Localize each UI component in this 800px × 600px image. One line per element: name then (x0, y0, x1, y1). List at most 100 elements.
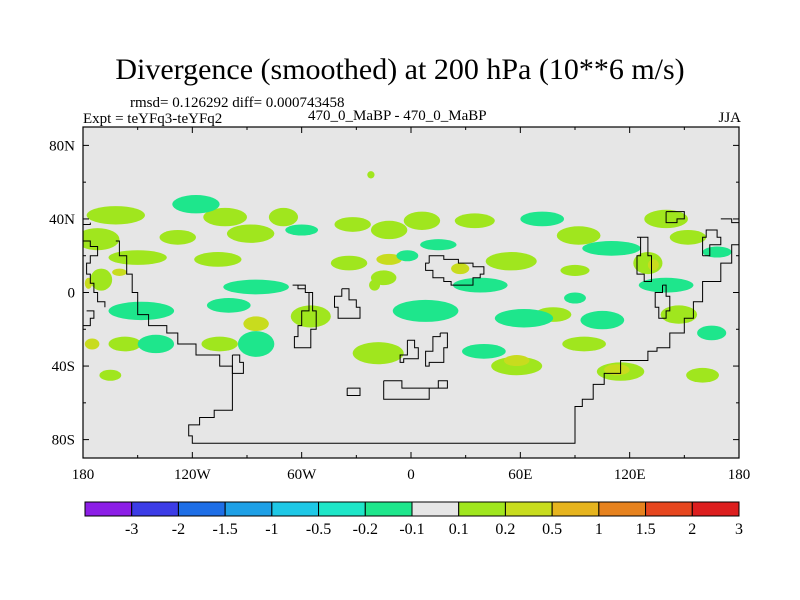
contour-blob-36 (451, 263, 470, 275)
contour-blob-53 (392, 299, 459, 322)
colorbar-label-6: -0.1 (399, 521, 424, 538)
x-tick-label-2: 60W (287, 467, 317, 483)
contour-blob-35 (376, 253, 402, 265)
contour-blob-62 (564, 292, 586, 304)
contour-blob-8 (403, 211, 441, 230)
contour-blob-45 (420, 239, 457, 251)
contour-blob-59 (697, 325, 727, 341)
y-tick-label-2: 0 (68, 286, 76, 302)
contour-blob-10 (556, 226, 601, 245)
colorbar-box-10 (551, 501, 600, 517)
contour-blob-5 (268, 207, 299, 227)
season-label: JJA (718, 110, 741, 126)
colorbar-label-5: -0.2 (353, 521, 378, 538)
contour-blob-60 (396, 250, 419, 262)
coastline-10 (702, 229, 722, 257)
center-label: 470_0_MaBP - 470_0_MaBP (308, 108, 487, 124)
colorbar-box-0 (84, 501, 133, 517)
contour-blob-32 (369, 279, 381, 291)
colorbar-box-1 (131, 501, 179, 517)
coastline-1 (83, 240, 106, 308)
colorbar-label-8: 0.2 (495, 521, 515, 538)
x-tick-label-4: 60E (508, 467, 532, 483)
colorbar-label-7: 0.1 (449, 521, 469, 538)
contour-blob-41 (84, 338, 100, 350)
x-tick-label-6: 180 (728, 467, 751, 483)
contour-blob-7 (370, 220, 408, 240)
contour-blob-6 (334, 217, 371, 232)
colorbar-label-3: -1 (265, 521, 278, 538)
contour-blob-38 (604, 364, 630, 376)
contour-blob-47 (582, 241, 641, 256)
contour-blob-33 (367, 171, 375, 179)
map-background (83, 127, 739, 458)
contour-blob-31 (99, 369, 122, 381)
chart-title: Divergence (smoothed) at 200 hPa (10**6 … (115, 53, 685, 86)
coastline-5 (399, 339, 419, 363)
stats-text: rmsd= 0.126292 diff= 0.000743458 (130, 95, 345, 111)
colorbar-label-9: 0.5 (542, 521, 562, 538)
colorbar-label-1: -2 (172, 521, 185, 538)
contour-blob-9 (454, 213, 495, 229)
coastline-4 (425, 255, 485, 286)
colorbar-label-10: 1 (595, 521, 603, 538)
field-contours (83, 171, 732, 383)
coastline-9 (636, 236, 652, 282)
coastline-11 (654, 284, 671, 319)
coastline-13 (83, 222, 91, 225)
colorbar-box-2 (177, 501, 226, 517)
coastlines (83, 211, 739, 444)
colorbar-box-4 (271, 501, 320, 517)
contour-blob-17 (485, 252, 537, 271)
contour-blob-25 (201, 336, 238, 352)
contour-blob-34 (112, 268, 127, 276)
experiment-label: Expt = teYFq3-teYFq2 (83, 111, 223, 127)
contour-blob-1 (83, 228, 120, 251)
y-tick-label-4: 80S (52, 433, 75, 449)
contour-blob-57 (237, 331, 275, 357)
coastline-6 (425, 332, 448, 367)
axes: 180 120W 60W 0 60E 120E 180 80N 40N 0 40S 80S (49, 127, 750, 483)
colorbar-label-0: -3 (125, 521, 138, 538)
coastline-3 (334, 288, 361, 319)
x-tick-label-3: 0 (407, 467, 415, 483)
contour-blob-43 (172, 195, 220, 214)
colorbar-label-2: -1.5 (212, 521, 237, 538)
contour-blob-48 (223, 279, 289, 295)
colorbar-box-6 (364, 501, 413, 517)
contour-blob-20 (90, 268, 113, 291)
contour-blob-49 (452, 277, 508, 293)
contour-blob-4 (226, 224, 275, 243)
contour-blob-52 (206, 298, 251, 313)
contour-blob-24 (108, 336, 142, 352)
coastline-16 (231, 354, 244, 374)
contour-blob-18 (560, 264, 590, 276)
colorbar-box-8 (458, 501, 506, 517)
contour-blob-2 (159, 229, 196, 245)
contour-blob-14 (194, 252, 242, 267)
coastline-2 (292, 284, 317, 349)
colorbar-label-13: 3 (735, 521, 743, 538)
contour-blob-58 (462, 343, 506, 359)
contour-blob-44 (285, 224, 319, 236)
coastline-12 (720, 218, 739, 227)
contour-blob-3 (203, 207, 247, 227)
contour-blob-39 (647, 259, 659, 271)
colorbar-box-11 (598, 501, 647, 517)
y-tick-label-1: 40N (49, 212, 75, 228)
colorbar-box-12 (645, 501, 693, 517)
colorbar-box-9 (504, 501, 553, 517)
colorbar-box-3 (224, 501, 273, 517)
coastline-15 (83, 310, 95, 327)
coastline-14 (665, 211, 685, 224)
colorbar: -3 -2 -1.5 -1 -0.5 -0.2 -0.1 0.1 0.2 0.5 1 1.5 2 3 (84, 501, 743, 538)
contour-blob-55 (580, 310, 625, 330)
colorbar-label-12: 2 (688, 521, 696, 538)
contour-blob-51 (108, 301, 175, 321)
contour-blob-13 (108, 250, 167, 265)
colorbar-box-5 (318, 501, 366, 517)
contour-blob-26 (352, 342, 404, 365)
colorbar-label-4: -0.5 (306, 521, 331, 538)
contour-blob-21 (290, 305, 331, 328)
